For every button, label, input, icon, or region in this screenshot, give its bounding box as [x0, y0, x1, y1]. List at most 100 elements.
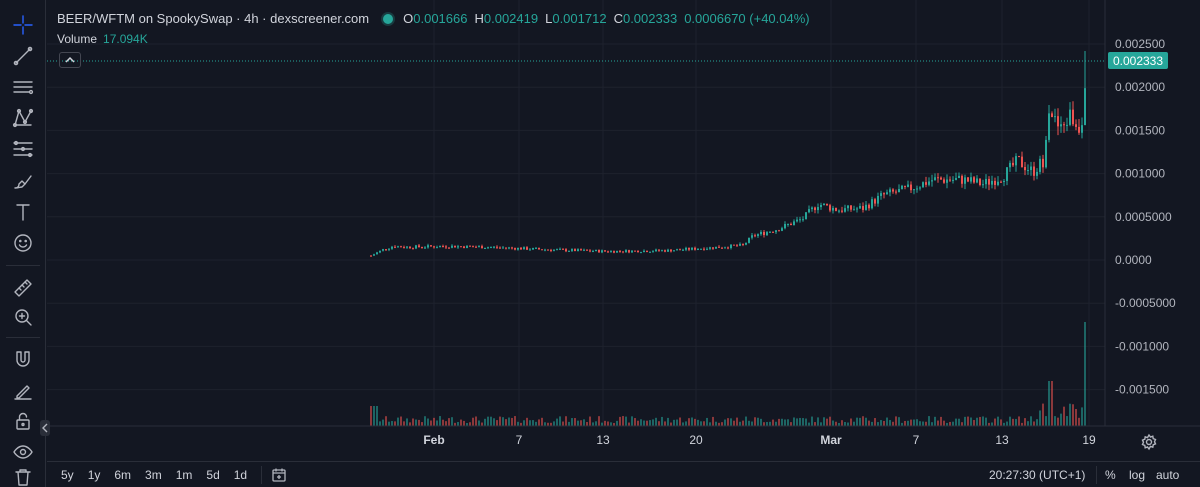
- volume-bar: [682, 422, 684, 426]
- range-5d-button[interactable]: 5d: [206, 467, 220, 482]
- candle-body: [736, 245, 738, 247]
- candle-body: [613, 251, 615, 253]
- candle-body: [787, 223, 789, 225]
- volume-bar: [394, 421, 396, 426]
- volume-bar: [388, 421, 390, 426]
- candle-body: [733, 244, 735, 246]
- candle-body: [412, 248, 414, 250]
- candle-body: [727, 247, 729, 249]
- candle-body: [586, 249, 588, 251]
- auto-scale-toggle[interactable]: auto: [1156, 468, 1180, 482]
- ruler-icon[interactable]: [8, 273, 38, 303]
- time-axis: Feb 7 13 20 Mar 7 13 19: [423, 433, 1096, 447]
- volume-bar: [604, 420, 606, 426]
- volume-bar: [940, 416, 942, 426]
- magnet-icon[interactable]: [8, 344, 38, 374]
- volume-bar: [763, 422, 765, 426]
- range-1d-button[interactable]: 1d: [233, 467, 248, 482]
- candle-body: [745, 242, 747, 245]
- log-scale-toggle[interactable]: log: [1129, 468, 1146, 482]
- zoom-in-icon[interactable]: [8, 302, 38, 332]
- volume-bar: [982, 416, 984, 426]
- range-6m-button[interactable]: 6m: [114, 467, 132, 482]
- volume-bar: [793, 417, 795, 426]
- volume-bar: [661, 416, 663, 426]
- candle-body: [751, 235, 753, 238]
- crosshair-icon[interactable]: [8, 10, 38, 40]
- range-1y-button[interactable]: 1y: [87, 467, 101, 482]
- volume-bar: [463, 420, 465, 426]
- volume-bar: [562, 421, 564, 426]
- candle-body: [772, 231, 774, 233]
- date-range-button[interactable]: [261, 465, 287, 484]
- candle-body: [418, 245, 420, 248]
- candle-body: [862, 206, 864, 210]
- candle-body: [574, 249, 576, 252]
- gear-icon[interactable]: [1140, 433, 1158, 451]
- candle-body: [487, 247, 489, 249]
- trash-icon[interactable]: [8, 466, 38, 487]
- candle-body: [640, 252, 642, 254]
- lock-icon[interactable]: [8, 406, 38, 436]
- volume-bar: [730, 418, 732, 426]
- range-3m-button[interactable]: 3m: [145, 467, 162, 482]
- lock-drawing-icon[interactable]: [8, 375, 38, 405]
- candle-body: [688, 247, 690, 250]
- range-5y-button[interactable]: 5y: [61, 467, 74, 482]
- volume-bar: [715, 421, 717, 426]
- candle-body: [655, 249, 657, 252]
- price-chart[interactable]: 0.002500 0.002000 0.001500 0.001000 0.000500…: [47, 0, 1200, 460]
- candle-body: [496, 246, 498, 248]
- candle-body: [895, 191, 897, 193]
- volume-bar: [928, 416, 930, 426]
- volume-bar: [832, 420, 834, 426]
- volume-bar: [508, 417, 510, 426]
- volume-bar: [829, 416, 831, 426]
- chart-pane[interactable]: 0.002500 0.002000 0.001500 0.001000 0.000500…: [47, 0, 1200, 460]
- timezone-clock[interactable]: 20:27:30 (UTC+1): [989, 468, 1086, 482]
- toolbar-collapse-button[interactable]: [40, 420, 50, 436]
- trend-line-icon[interactable]: [8, 41, 38, 71]
- candle-body: [604, 250, 606, 252]
- volume-bar: [481, 422, 483, 426]
- candlesticks: [370, 50, 1086, 257]
- candle-body: [730, 244, 732, 249]
- volume-bar: [877, 422, 879, 426]
- horizontal-lines-icon[interactable]: [8, 72, 38, 102]
- symbol-title[interactable]: BEER/WFTM on SpookySwap · 4h · dexscreen…: [57, 11, 370, 26]
- candle-body: [856, 208, 858, 210]
- volume-bar: [1021, 422, 1023, 426]
- volume-bar: [727, 418, 729, 426]
- candle-body: [718, 246, 720, 248]
- candle-body: [949, 179, 951, 181]
- candle-body: [802, 219, 804, 221]
- volume-bar: [799, 417, 801, 426]
- volume-label[interactable]: Volume: [57, 32, 98, 46]
- candle-body: [928, 181, 930, 185]
- volume-bar: [1078, 417, 1080, 426]
- volume-bar: [859, 417, 861, 426]
- volume-bar: [469, 422, 471, 426]
- candle-body: [505, 247, 507, 249]
- candle-body: [1027, 170, 1029, 172]
- volume-bar: [1015, 418, 1017, 426]
- candle-body: [904, 185, 906, 187]
- text-icon[interactable]: [8, 197, 38, 227]
- legend-collapse-button[interactable]: [59, 52, 81, 68]
- candle-body: [850, 205, 852, 210]
- range-1m-button[interactable]: 1m: [175, 467, 193, 482]
- pattern-icon[interactable]: [8, 103, 38, 133]
- brush-icon[interactable]: [8, 166, 38, 196]
- percent-scale-toggle[interactable]: %: [1105, 468, 1116, 482]
- candle-body: [970, 177, 972, 182]
- emoji-icon[interactable]: [8, 228, 38, 258]
- volume-bar: [964, 416, 966, 426]
- fib-icon[interactable]: [8, 134, 38, 164]
- candle-body: [994, 180, 996, 185]
- candle-body: [631, 250, 633, 253]
- eye-icon[interactable]: [8, 437, 38, 467]
- candle-body: [886, 192, 888, 195]
- candle-body: [826, 203, 828, 206]
- volume-bar: [499, 416, 501, 426]
- candle-body: [649, 251, 651, 253]
